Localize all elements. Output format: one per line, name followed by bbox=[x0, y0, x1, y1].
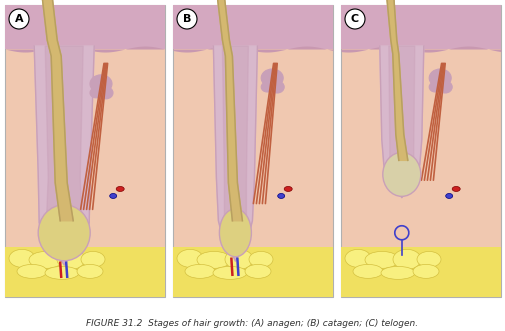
Ellipse shape bbox=[77, 264, 103, 278]
Polygon shape bbox=[389, 46, 415, 193]
FancyBboxPatch shape bbox=[341, 5, 501, 49]
Polygon shape bbox=[32, 0, 73, 221]
FancyBboxPatch shape bbox=[5, 5, 165, 297]
Ellipse shape bbox=[116, 186, 124, 191]
Ellipse shape bbox=[185, 264, 215, 278]
Ellipse shape bbox=[90, 88, 102, 98]
Ellipse shape bbox=[57, 249, 85, 269]
Ellipse shape bbox=[429, 82, 441, 92]
Circle shape bbox=[177, 9, 197, 29]
FancyBboxPatch shape bbox=[173, 5, 333, 49]
Ellipse shape bbox=[452, 186, 460, 191]
FancyBboxPatch shape bbox=[5, 247, 165, 297]
Polygon shape bbox=[45, 46, 83, 259]
Ellipse shape bbox=[177, 249, 203, 267]
Circle shape bbox=[9, 9, 29, 29]
Ellipse shape bbox=[438, 81, 452, 93]
Ellipse shape bbox=[38, 205, 90, 261]
Ellipse shape bbox=[197, 251, 231, 268]
Ellipse shape bbox=[261, 82, 273, 92]
Polygon shape bbox=[34, 46, 94, 265]
Polygon shape bbox=[222, 46, 248, 255]
Ellipse shape bbox=[284, 186, 292, 191]
FancyBboxPatch shape bbox=[341, 247, 501, 297]
Ellipse shape bbox=[429, 69, 451, 87]
Polygon shape bbox=[380, 46, 424, 197]
Polygon shape bbox=[214, 46, 258, 261]
FancyBboxPatch shape bbox=[5, 5, 165, 49]
Ellipse shape bbox=[45, 266, 79, 279]
FancyBboxPatch shape bbox=[341, 5, 501, 297]
Text: FIGURE 31.2  Stages of hair growth: (A) anagen; (B) catagen; (C) telogen.: FIGURE 31.2 Stages of hair growth: (A) a… bbox=[86, 318, 418, 327]
Ellipse shape bbox=[81, 251, 105, 267]
Ellipse shape bbox=[219, 209, 251, 257]
Ellipse shape bbox=[383, 152, 421, 196]
FancyBboxPatch shape bbox=[173, 5, 333, 297]
Ellipse shape bbox=[353, 264, 383, 278]
Ellipse shape bbox=[365, 251, 399, 268]
Ellipse shape bbox=[9, 249, 35, 267]
Ellipse shape bbox=[249, 251, 273, 267]
Ellipse shape bbox=[381, 266, 415, 279]
Ellipse shape bbox=[29, 251, 63, 268]
Text: A: A bbox=[15, 14, 23, 24]
Ellipse shape bbox=[17, 264, 47, 278]
Polygon shape bbox=[208, 0, 242, 221]
Ellipse shape bbox=[213, 266, 247, 279]
Text: C: C bbox=[351, 14, 359, 24]
Ellipse shape bbox=[413, 264, 439, 278]
Ellipse shape bbox=[261, 69, 283, 87]
Ellipse shape bbox=[99, 87, 113, 99]
Ellipse shape bbox=[393, 249, 421, 269]
Ellipse shape bbox=[270, 81, 284, 93]
Ellipse shape bbox=[417, 251, 441, 267]
Ellipse shape bbox=[446, 193, 452, 199]
Ellipse shape bbox=[345, 249, 371, 267]
Polygon shape bbox=[378, 0, 408, 160]
Ellipse shape bbox=[278, 193, 285, 199]
FancyBboxPatch shape bbox=[173, 247, 333, 297]
Circle shape bbox=[345, 9, 365, 29]
Ellipse shape bbox=[225, 249, 253, 269]
Text: B: B bbox=[183, 14, 191, 24]
Ellipse shape bbox=[245, 264, 271, 278]
Ellipse shape bbox=[110, 193, 117, 199]
Ellipse shape bbox=[90, 75, 112, 93]
